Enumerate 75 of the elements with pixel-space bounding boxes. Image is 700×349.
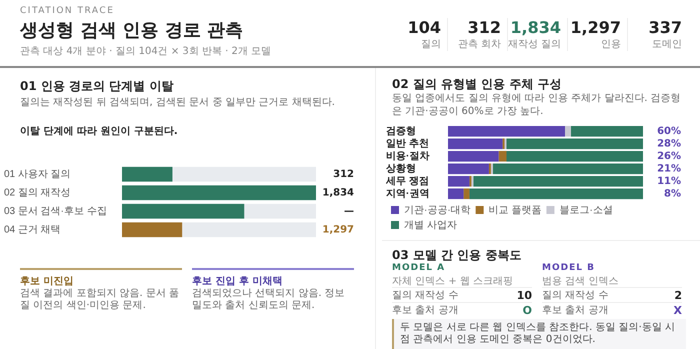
legend-label: MODEL A xyxy=(392,263,446,273)
text: 검색되었으나 선택되지 않음. 정보 밀도와 출처 신뢰도의 문제. xyxy=(192,288,346,312)
text: 104 xyxy=(408,18,441,37)
bar xyxy=(448,138,503,150)
bar xyxy=(448,150,499,162)
bar xyxy=(506,150,643,162)
y-tick-label: 상황형 xyxy=(386,164,416,174)
text: 312 xyxy=(468,18,501,37)
bar xyxy=(473,176,643,187)
legend-label: 블로그·소셜 xyxy=(559,204,613,216)
y-tick-label: 검증형 xyxy=(386,126,416,137)
text: 1,297 xyxy=(570,18,621,37)
legend-label: MODEL B xyxy=(542,263,595,273)
category-label: 질의 xyxy=(420,38,441,51)
bar xyxy=(506,138,643,150)
data-label: 28% xyxy=(657,138,681,150)
text: CITATION TRACE xyxy=(20,6,114,16)
data-label: O xyxy=(522,304,532,317)
y-tick-label: 지역·권역 xyxy=(386,188,430,200)
text: 범용 검색 인덱스 xyxy=(542,275,618,288)
bar xyxy=(565,126,571,137)
bar xyxy=(464,188,470,200)
text: 생성형 검색 인용 경로 관측 xyxy=(20,19,244,42)
data-label: 10 xyxy=(516,289,532,302)
chart-title: 02 질의 유형별 인용 주체 구성 xyxy=(392,76,562,93)
bar xyxy=(492,163,643,174)
chart-title: 01 인용 경로의 단계별 이탈 xyxy=(20,78,174,95)
category-label: 질의 재작성 수 xyxy=(392,290,458,301)
data-label: 8% xyxy=(664,188,681,200)
text: 검색 결과에 포함되지 않음. 문서 품질 이전의 색인·미인용 문제. xyxy=(20,288,180,312)
bar xyxy=(570,126,643,137)
category-label: 질의 재작성 수 xyxy=(542,290,608,301)
legend-label: 기관·공공·대학 xyxy=(404,204,471,216)
category-label: 후보 출처 공개 xyxy=(392,305,458,316)
bar xyxy=(448,163,489,174)
y-tick-label: 02 질의 재작성 xyxy=(4,188,71,198)
text: 이탈 단계에 따라 원인이 구분된다. xyxy=(20,125,178,138)
text: 자체 인덱스 + 웹 스크래핑 xyxy=(392,275,514,288)
legend-label: 개별 사업자 xyxy=(404,220,457,231)
text: 후보 진입 후 미채택 xyxy=(192,275,284,288)
category-label: 관측 회차 xyxy=(456,38,501,51)
y-tick-label: 04 근거 채택 xyxy=(4,224,61,236)
category-label: 도메인 xyxy=(651,38,682,51)
category-label: 인용 xyxy=(600,38,621,51)
data-label: 21% xyxy=(657,163,681,174)
data-label: 2 xyxy=(674,289,682,302)
data-label: 60% xyxy=(657,126,681,137)
chart-subtitle: 질의는 재작성된 뒤 검색되며, 검색된 문서 중 일부만 근거로 채택된다. xyxy=(20,96,336,109)
text: 1,834 xyxy=(510,18,561,37)
y-tick-label: 01 사용자 질의 xyxy=(4,169,71,180)
category-label: 재작성 질의 xyxy=(508,38,562,51)
text: 관측 대상 4개 분야 · 질의 104건 × 3회 반복 · 2개 모델 xyxy=(20,45,272,58)
bar xyxy=(469,188,643,200)
category-label: 후보 출처 공개 xyxy=(542,305,608,316)
y-tick-label: 03 문서 검색·후보 수집 xyxy=(4,206,107,217)
bar xyxy=(498,150,506,162)
text: 1,297 xyxy=(322,224,354,236)
text: 337 xyxy=(648,18,682,37)
text: 1,834 xyxy=(322,187,354,198)
y-tick-label: 비용·절차 xyxy=(386,151,430,162)
data-label: 11% xyxy=(657,176,681,187)
text: 312 xyxy=(333,168,354,180)
y-tick-label: 일반 추천 xyxy=(386,138,429,150)
data-label: 26% xyxy=(657,150,681,162)
chart-subtitle: 동일 업종에서도 질의 유형에 따라 인용 주체가 달라진다. 검증형은 기관·공공이 60%로 가장 높다. xyxy=(392,92,682,118)
y-tick-label: 세무 쟁점 xyxy=(385,176,429,187)
data-label: X xyxy=(674,304,682,317)
text: 03 모델 간 인용 중복도 xyxy=(392,247,522,263)
bar xyxy=(448,188,464,200)
text: — xyxy=(344,206,354,217)
text: 후보 미진입 xyxy=(20,275,74,288)
text: 두 모델은 서로 다른 웹 인덱스를 참조한다. 동일 질의·동일 시점 관측에서 인용 도메인 중복은 0건이었다. xyxy=(392,319,686,349)
legend-label: 비교 플랫폼 xyxy=(488,204,542,216)
bar xyxy=(448,176,470,187)
bar xyxy=(448,126,565,137)
